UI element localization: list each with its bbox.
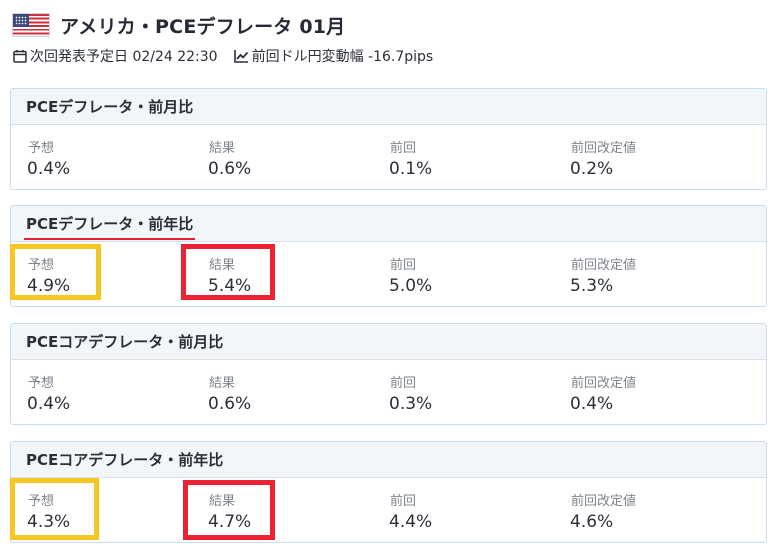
result-cell: 結果 0.6%	[192, 360, 372, 424]
previous-label: 前回	[390, 258, 417, 273]
previous-label: 前回	[390, 376, 417, 391]
card-title: PCEコアデフレータ・前月比	[26, 333, 224, 351]
revised-cell: 前回改定値 4.6%	[554, 478, 734, 542]
line-chart-icon	[233, 49, 249, 64]
forecast-label: 予想	[28, 376, 55, 391]
page-title: アメリカ・PCEデフレータ 01月	[60, 15, 346, 38]
card-header: PCEコアデフレータ・前月比	[11, 324, 766, 360]
revised-cell: 前回改定値 0.2%	[554, 125, 734, 189]
page-header: アメリカ・PCEデフレータ 01月	[12, 10, 772, 40]
previous-value: 0.1%	[389, 159, 433, 179]
indicator-card-core-pce-mom: PCEコアデフレータ・前月比 予想 0.4% 結果 0.6% 前回 0.3% 前…	[10, 323, 767, 425]
forecast-label: 予想	[28, 141, 55, 156]
result-cell: 結果 0.6%	[192, 125, 372, 189]
revised-label: 前回改定値	[571, 494, 637, 509]
us-flag-icon	[12, 13, 50, 37]
card-header: PCEコアデフレータ・前年比	[11, 442, 766, 478]
event-meta: 次回発表予定日 02/24 22:30 前回ドル円変動幅 -16.7pips	[12, 46, 433, 66]
forecast-value: 0.4%	[27, 159, 71, 179]
result-value: 0.6%	[208, 394, 252, 414]
indicator-card-pce-mom: PCEデフレータ・前月比 予想 0.4% 結果 0.6% 前回 0.1% 前回改…	[10, 88, 767, 190]
forecast-label: 予想	[28, 258, 55, 273]
forecast-value: 4.9%	[27, 276, 71, 296]
revised-label: 前回改定値	[571, 376, 637, 391]
previous-cell: 前回 0.3%	[373, 360, 553, 424]
revised-label: 前回改定値	[571, 141, 637, 156]
forecast-cell: 予想 4.9%	[11, 242, 191, 306]
previous-value: 5.0%	[389, 276, 433, 296]
card-header: PCEデフレータ・前月比	[11, 89, 766, 125]
card-title: PCEデフレータ・前月比	[26, 98, 194, 116]
revised-label: 前回改定値	[571, 258, 637, 273]
next-release-date: 次回発表予定日 02/24 22:30	[30, 49, 218, 65]
result-cell: 結果 5.4%	[192, 242, 372, 306]
result-value: 4.7%	[208, 512, 252, 532]
result-cell: 結果 4.7%	[192, 478, 372, 542]
result-value: 0.6%	[208, 159, 252, 179]
previous-value: 0.3%	[389, 394, 433, 414]
revised-value: 0.4%	[570, 394, 614, 414]
forecast-value: 0.4%	[27, 394, 71, 414]
card-title: PCEコアデフレータ・前年比	[26, 451, 224, 469]
previous-label: 前回	[390, 494, 417, 509]
forecast-cell: 予想 4.3%	[11, 478, 191, 542]
forecast-value: 4.3%	[27, 512, 71, 532]
card-header: PCEデフレータ・前年比	[11, 206, 766, 242]
indicator-card-core-pce-yoy: PCEコアデフレータ・前年比 予想 4.3% 結果 4.7% 前回 4.4% 前…	[10, 441, 767, 543]
revised-value: 4.6%	[570, 512, 614, 532]
previous-cell: 前回 5.0%	[373, 242, 553, 306]
revised-cell: 前回改定値 5.3%	[554, 242, 734, 306]
forecast-cell: 予想 0.4%	[11, 360, 191, 424]
forecast-cell: 予想 0.4%	[11, 125, 191, 189]
revised-value: 0.2%	[570, 159, 614, 179]
revised-value: 5.3%	[570, 276, 614, 296]
result-label: 結果	[209, 141, 236, 156]
revised-cell: 前回改定値 0.4%	[554, 360, 734, 424]
previous-value: 4.4%	[389, 512, 433, 532]
result-label: 結果	[209, 376, 236, 391]
result-label: 結果	[209, 258, 236, 273]
indicator-card-pce-yoy: PCEデフレータ・前年比 予想 4.9% 結果 5.4% 前回 5.0% 前回改…	[10, 205, 767, 307]
result-value: 5.4%	[208, 276, 252, 296]
result-label: 結果	[209, 494, 236, 509]
previous-label: 前回	[390, 141, 417, 156]
previous-cell: 前回 0.1%	[373, 125, 553, 189]
forecast-label: 予想	[28, 494, 55, 509]
previous-cell: 前回 4.4%	[373, 478, 553, 542]
card-title: PCEデフレータ・前年比	[23, 215, 196, 240]
previous-usdjpy-move: 前回ドル円変動幅 -16.7pips	[251, 49, 434, 65]
calendar-icon	[12, 49, 27, 64]
